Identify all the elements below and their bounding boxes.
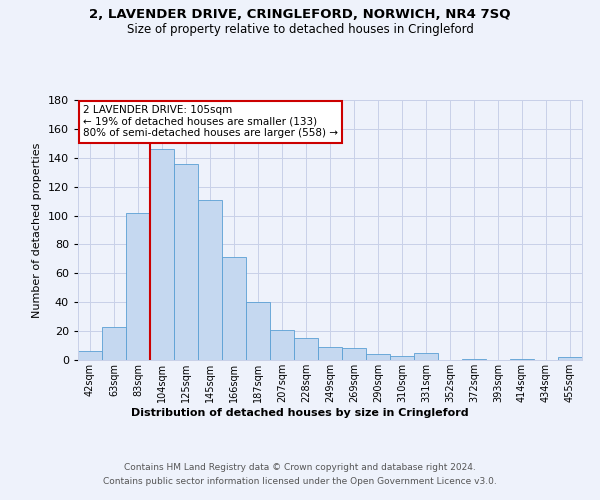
Text: Size of property relative to detached houses in Cringleford: Size of property relative to detached ho… [127,22,473,36]
Text: Contains HM Land Registry data © Crown copyright and database right 2024.: Contains HM Land Registry data © Crown c… [124,462,476,471]
Bar [270,330,294,360]
Bar [102,327,126,360]
Bar [462,358,486,360]
Bar [294,338,318,360]
Bar [222,258,246,360]
Bar [198,200,222,360]
Text: Distribution of detached houses by size in Cringleford: Distribution of detached houses by size … [131,408,469,418]
Text: 2, LAVENDER DRIVE, CRINGLEFORD, NORWICH, NR4 7SQ: 2, LAVENDER DRIVE, CRINGLEFORD, NORWICH,… [89,8,511,20]
Y-axis label: Number of detached properties: Number of detached properties [32,142,42,318]
Bar [414,353,438,360]
Text: Contains public sector information licensed under the Open Government Licence v3: Contains public sector information licen… [103,478,497,486]
Bar [246,302,270,360]
Bar [174,164,198,360]
Bar [366,354,390,360]
Bar [318,347,342,360]
Text: 2 LAVENDER DRIVE: 105sqm
← 19% of detached houses are smaller (133)
80% of semi-: 2 LAVENDER DRIVE: 105sqm ← 19% of detach… [83,105,338,138]
Bar [150,149,174,360]
Bar [558,357,582,360]
Bar [510,358,534,360]
Bar [126,212,150,360]
Bar [78,352,102,360]
Bar [390,356,414,360]
Bar [342,348,366,360]
